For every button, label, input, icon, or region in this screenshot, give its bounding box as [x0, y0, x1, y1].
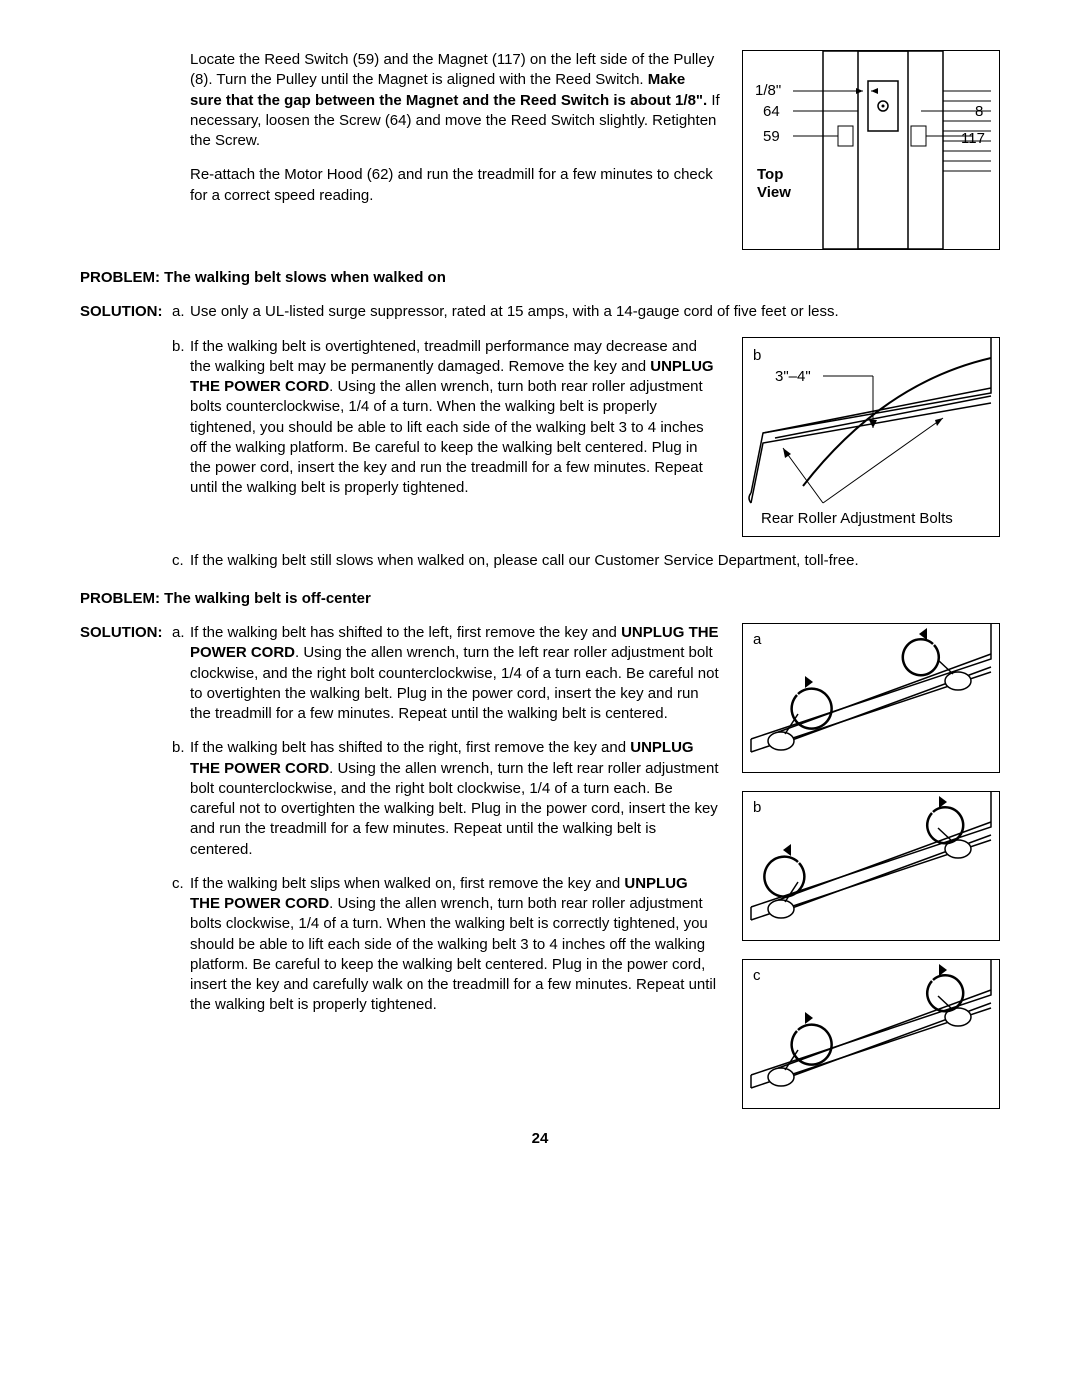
problem2-title: PROBLEM: The walking belt is off-center — [80, 589, 1000, 609]
figure-5: c — [742, 959, 1000, 1109]
svg-text:Top: Top — [757, 166, 783, 183]
fig2-caption: Rear Roller Adjustment Bolts — [761, 510, 953, 527]
figure-2: b 3"–4" Rear Roller Adjustment — [742, 337, 1000, 537]
fig1-label-8: 8 — [975, 103, 983, 120]
figure-3: a — [742, 623, 1000, 773]
problem1-title: PROBLEM: The walking belt slows when wal… — [80, 268, 1000, 288]
p1-b-body: If the walking belt is overtightened, tr… — [190, 337, 720, 499]
svg-text:View: View — [757, 184, 791, 201]
fig2-gap: 3"–4" — [775, 368, 811, 385]
fig2-letter: b — [753, 347, 761, 364]
solution-label-1: SOLUTION: — [80, 302, 172, 322]
fig1-label-gap: 1/8" — [755, 82, 781, 99]
p1-a-letter: a. — [172, 302, 190, 322]
figure-4: b — [742, 791, 1000, 941]
p1-a-text: Use only a UL-listed surge suppressor, r… — [190, 302, 1000, 322]
p2-c-letter: c. — [172, 874, 190, 1016]
p2-b-letter: b. — [172, 738, 190, 860]
fig1-label-59: 59 — [763, 128, 780, 145]
p2-a-letter: a. — [172, 623, 190, 724]
fig5-letter: c — [753, 967, 761, 984]
top-text-block: Locate the Reed Switch (59) and the Magn… — [80, 50, 720, 250]
fig3-letter: a — [753, 631, 762, 648]
p1-c-letter: c. — [172, 551, 190, 571]
p2-a-body: If the walking belt has shifted to the l… — [190, 623, 720, 724]
solution-label-2: SOLUTION: — [80, 623, 172, 724]
fig1-label-117: 117 — [961, 130, 985, 147]
p1-b-letter: b. — [172, 337, 190, 499]
figure-1: 1/8" 64 59 8 117 Top View — [742, 50, 1000, 250]
fig1-label-64: 64 — [763, 103, 780, 120]
fig4-letter: b — [753, 799, 761, 816]
page-number: 24 — [80, 1129, 1000, 1149]
p2-b-body: If the walking belt has shifted to the r… — [190, 738, 720, 860]
top-para2: Re-attach the Motor Hood (62) and run th… — [190, 165, 720, 206]
p2-c-body: If the walking belt slips when walked on… — [190, 874, 720, 1016]
p1-c-text: If the walking belt still slows when wal… — [190, 551, 1000, 571]
top-para1-a: Locate the Reed Switch (59) and the Magn… — [190, 51, 714, 88]
